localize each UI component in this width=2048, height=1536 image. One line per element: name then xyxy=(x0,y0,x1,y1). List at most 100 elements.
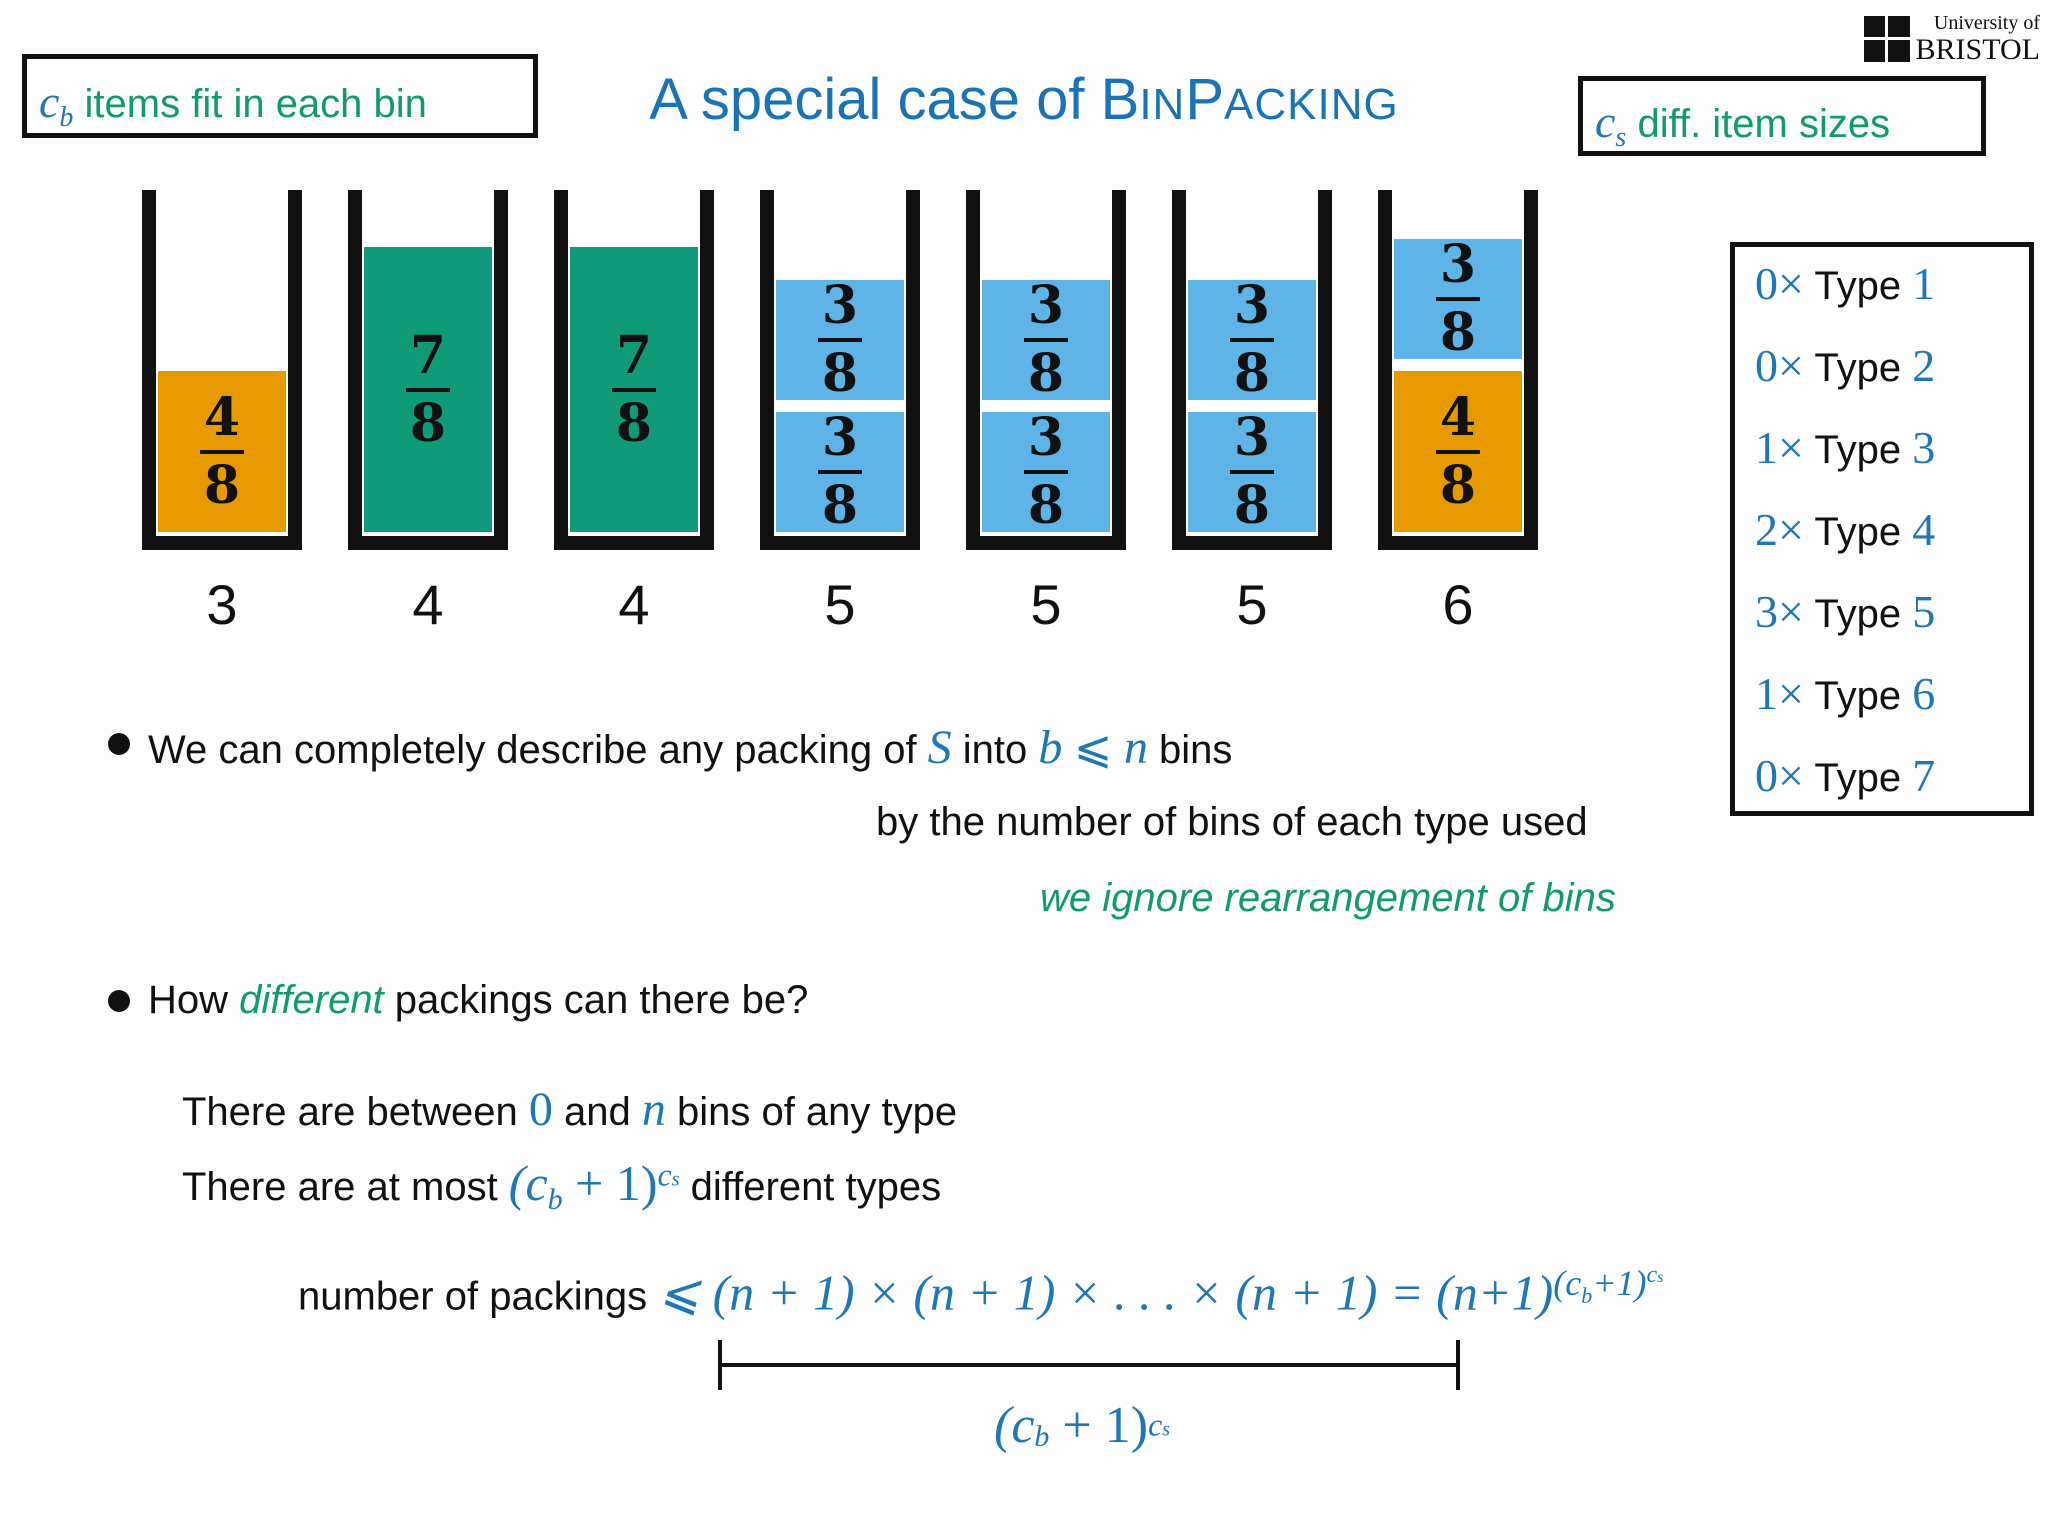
type-word: Type xyxy=(1803,756,1913,800)
between-line: There are between 0 and n bins of any ty… xyxy=(182,1082,957,1137)
bin-wall xyxy=(1172,190,1186,550)
la-expr2: + 1) xyxy=(562,1155,658,1211)
packings-formula: number of packings ⩽ (n + 1) × (n + 1) ×… xyxy=(298,1262,1663,1321)
bin-wall xyxy=(288,190,302,550)
cb-symbol: c xyxy=(39,76,60,127)
item-denominator: 8 xyxy=(821,343,859,404)
fraction-bar xyxy=(406,387,450,392)
type-word: Type xyxy=(1803,510,1913,554)
item-denominator: 8 xyxy=(409,392,447,454)
bullet1-text: We can completely describe any packing o… xyxy=(148,720,1232,775)
type-count-row: 1× Type 3 xyxy=(1755,421,1935,474)
item-numerator: 3 xyxy=(1027,275,1065,336)
item-denominator: 8 xyxy=(821,475,859,536)
bullet1-note: we ignore rearrangement of bins xyxy=(1040,876,1616,920)
lb-t2: and xyxy=(552,1090,642,1134)
br-supsub: s xyxy=(1162,1418,1171,1441)
b1-b: b xyxy=(1038,721,1063,774)
lb-zero: 0 xyxy=(528,1083,553,1136)
formula-rhs: ⩽ (n + 1) × (n + 1) × . . . × (n + 1) = … xyxy=(658,1264,1554,1321)
logo-line1: University of xyxy=(1933,12,2040,34)
bin-wall xyxy=(1378,536,1538,550)
bin-wall xyxy=(494,190,508,550)
bin-wall xyxy=(348,190,362,550)
bin-wall xyxy=(1378,190,1392,550)
item-numerator: 3 xyxy=(821,407,859,468)
item-denominator: 8 xyxy=(615,392,653,454)
fraction-bar xyxy=(1230,338,1274,342)
cb-sub: b xyxy=(59,102,74,133)
type-number: 4 xyxy=(1912,504,1936,555)
bullet1-line2: by the number of bins of each type used xyxy=(876,800,1588,844)
item-numerator: 3 xyxy=(1233,275,1271,336)
bin-wall xyxy=(1112,190,1126,550)
la-expr: (c xyxy=(508,1155,548,1211)
bin-wall xyxy=(906,190,920,550)
title-acking: ACKING xyxy=(1224,80,1399,129)
item-denominator: 8 xyxy=(1439,302,1477,363)
lb-n: n xyxy=(641,1083,666,1136)
item-numerator: 3 xyxy=(1027,407,1065,468)
fe-d: c xyxy=(1646,1262,1658,1288)
type-count-row: 0× Type 2 xyxy=(1755,339,1935,392)
capacity-text: items fit in each bin xyxy=(73,82,427,126)
br-expr2: + 1) xyxy=(1049,1397,1149,1454)
capacity-box: cb items fit in each bin xyxy=(22,54,538,138)
bin-type-label: 4 xyxy=(618,573,650,636)
bin-wall xyxy=(348,536,508,550)
fraction-bar xyxy=(818,338,862,342)
title-b: B xyxy=(1100,67,1140,132)
type-count-row: 0× Type 1 xyxy=(1755,257,1935,310)
bin-type-label: 5 xyxy=(1236,573,1268,636)
bin-wall xyxy=(760,190,774,550)
la-sup: c xyxy=(657,1156,672,1193)
type-number: 1 xyxy=(1912,258,1936,309)
item-numerator: 3 xyxy=(1233,407,1271,468)
crest-icon xyxy=(1863,15,1910,62)
item-numerator: 7 xyxy=(409,324,447,386)
b2-t1: How xyxy=(148,978,240,1022)
cs-sub: s xyxy=(1615,122,1627,153)
item-denominator: 8 xyxy=(1027,475,1065,536)
bin-type-label: 4 xyxy=(412,573,444,636)
type-count: 1× xyxy=(1755,422,1804,473)
sizes-text: diff. item sizes xyxy=(1626,102,1891,146)
br-sub: b xyxy=(1034,1420,1050,1454)
type-word: Type xyxy=(1803,592,1913,636)
fraction-bar xyxy=(818,470,862,474)
bin-wall xyxy=(1172,536,1332,550)
title-p: P xyxy=(1185,67,1225,132)
la-sub: b xyxy=(547,1183,563,1216)
bin-wall xyxy=(142,536,302,550)
fraction-bar xyxy=(1436,449,1480,454)
underbrace xyxy=(718,1340,1460,1390)
type-number: 6 xyxy=(1912,668,1936,719)
fraction-bar xyxy=(1230,470,1274,474)
b2-em: different xyxy=(239,978,384,1022)
br-expr: (c xyxy=(994,1397,1035,1454)
bin-wall xyxy=(760,536,920,550)
type-number: 3 xyxy=(1912,422,1936,473)
item-denominator: 8 xyxy=(203,454,241,516)
atmost-line: There are at most (cb + 1)cs different t… xyxy=(182,1154,941,1217)
la-supsub: s xyxy=(671,1168,680,1191)
brace-label: (cb + 1)cs xyxy=(994,1396,1170,1455)
b1-n: n xyxy=(1123,721,1148,774)
fraction-bar xyxy=(1024,470,1068,474)
item-denominator: 8 xyxy=(1233,475,1271,536)
la-t2: different types xyxy=(679,1165,942,1209)
formula-label: number of packings xyxy=(298,1274,659,1319)
